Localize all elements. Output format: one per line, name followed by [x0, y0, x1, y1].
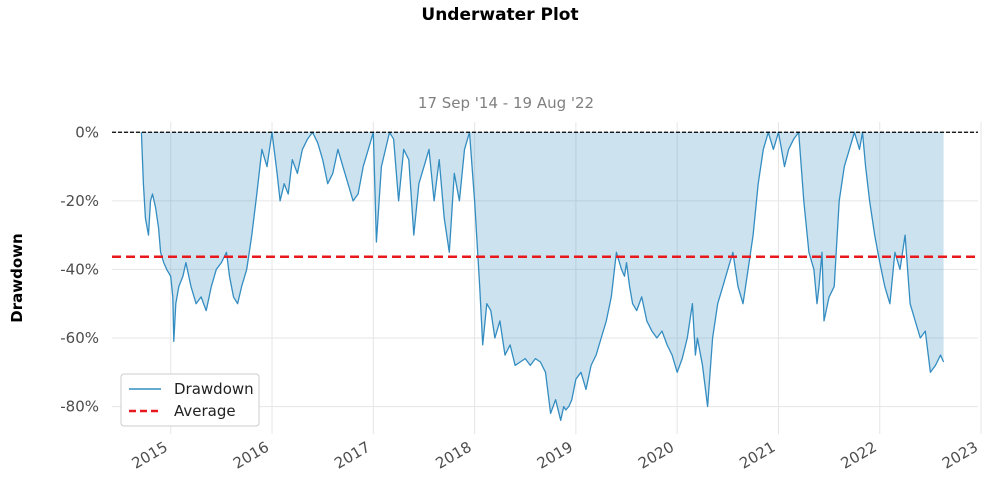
legend: Drawdown Average	[120, 373, 260, 427]
x-tick-label: 2018	[433, 438, 475, 473]
y-tick-label: -20%	[60, 192, 99, 210]
chart-subtitle: 17 Sep '14 - 19 Aug '22	[418, 94, 594, 112]
x-tick-label: 2015	[129, 438, 171, 473]
plot-area: 0% -20% -40% -60% -80% 2015 2016 2017 2018 2019 20…	[60, 122, 982, 473]
y-axis-label: Drawdown	[8, 233, 26, 322]
legend-label-drawdown: Drawdown	[174, 380, 254, 398]
y-tick-label: -60%	[60, 329, 99, 347]
x-tick-label: 2017	[331, 438, 373, 473]
chart-title: Underwater Plot	[421, 5, 578, 25]
y-tick-label: -80%	[60, 398, 99, 416]
x-tick-label: 2022	[838, 438, 880, 473]
legend-label-average: Average	[174, 402, 236, 420]
drawdown-line	[140, 131, 945, 421]
x-tick-label: 2019	[534, 438, 576, 473]
x-tick-label: 2023	[939, 438, 981, 473]
y-tick-label: 0%	[75, 123, 99, 141]
legend-box	[120, 373, 260, 427]
drawdown-area	[141, 132, 944, 421]
y-tick-label: -40%	[60, 260, 99, 278]
x-tick-label: 2021	[736, 438, 778, 473]
x-tick-label: 2016	[230, 438, 272, 473]
x-tick-label: 2020	[635, 438, 677, 473]
